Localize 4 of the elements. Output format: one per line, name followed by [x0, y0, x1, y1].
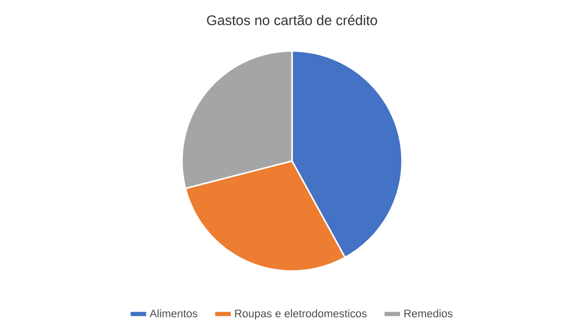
chart-title: Gastos no cartão de crédito	[207, 14, 378, 26]
legend-label: Roupas e eletrodomesticos	[235, 309, 367, 320]
legend-label: Remedios	[404, 309, 452, 318]
legend-label: Alimentos	[150, 309, 198, 318]
